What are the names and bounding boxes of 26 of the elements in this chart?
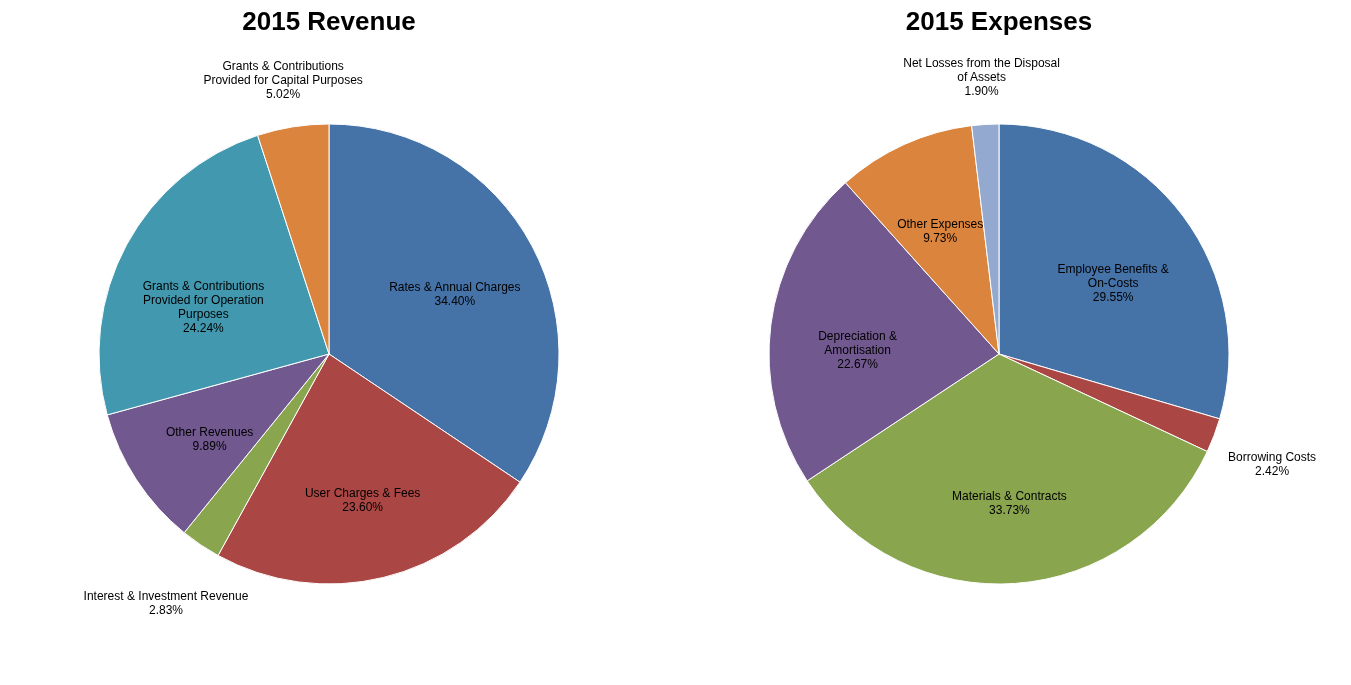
data-label: 2.83%: [148, 603, 184, 618]
data-label: 9.89%: [192, 439, 227, 453]
slice-label: User Charges & Fees: [304, 485, 421, 500]
slice-label: Interest & Investment Revenue: [83, 589, 249, 604]
chart-title: 2015 Expenses: [905, 6, 1093, 36]
data-label: 34.40%: [434, 293, 476, 308]
data-label: 5.02%: [266, 86, 301, 101]
data-label: 9.73%: [923, 231, 958, 246]
data-label: 23.60%: [342, 499, 384, 514]
data-label: 29.55%: [1092, 289, 1134, 304]
data-label: 22.67%: [837, 356, 879, 371]
data-label: 2.42%: [1255, 464, 1290, 479]
data-label: 1.90%: [964, 83, 999, 98]
slice-label: Employee Benefits & On-Costs: [1057, 261, 1169, 290]
slice-label: Other Revenues: [165, 425, 254, 439]
slice-label: Rates & Annual Charges: [389, 279, 521, 294]
slice-label: Grants & Contributions Provided for Capital Purposes: [203, 58, 363, 87]
data-label: 24.24%: [183, 321, 225, 336]
slice-label: Depreciation & Amortisation: [818, 328, 897, 357]
slice-label: Other Expenses: [897, 217, 984, 232]
slice-label: Grants & Contributions Provided for Operation Purposes: [142, 279, 265, 322]
slice-label: Net Losses from the Disposal of Assets: [903, 55, 1060, 84]
data-label: 33.73%: [989, 503, 1031, 518]
slice-label: Borrowing Costs: [1228, 450, 1317, 465]
slice-label: Materials & Contracts: [952, 489, 1067, 504]
chart-title: 2015 Revenue: [242, 6, 416, 36]
